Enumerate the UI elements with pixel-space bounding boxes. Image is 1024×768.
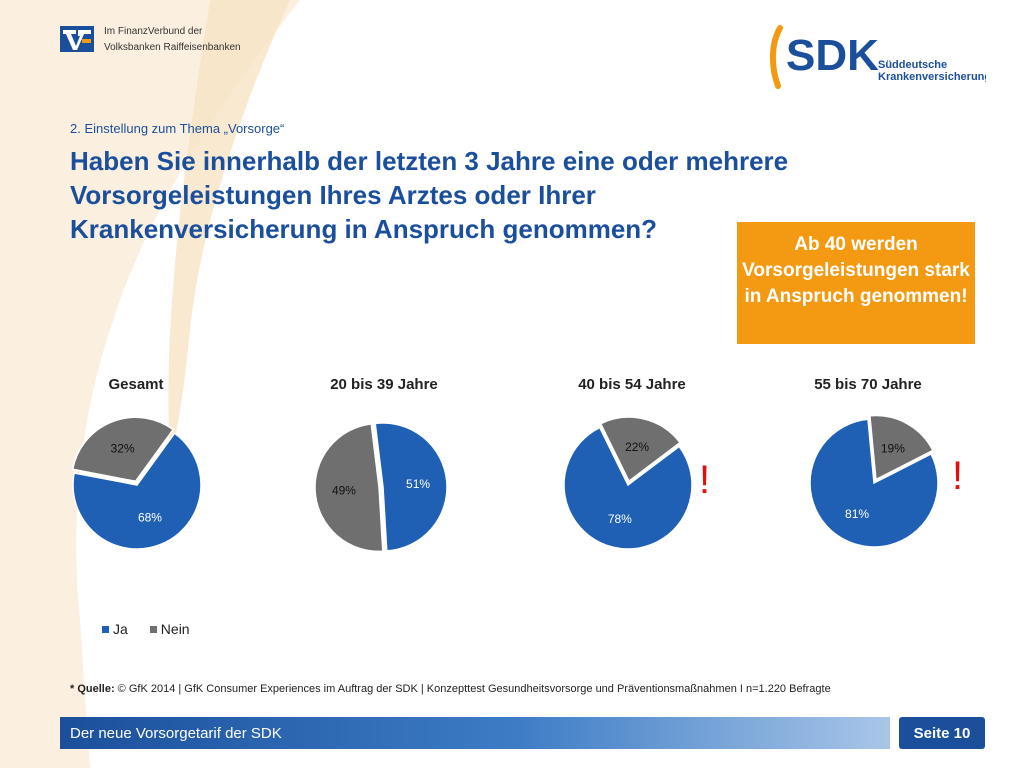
highlight-mark-40-54: ! bbox=[699, 458, 711, 502]
vb-tagline-line1: Im FinanzVerbund der bbox=[104, 26, 203, 37]
pie-slice-1-ja bbox=[374, 422, 448, 552]
pie-label-2-ja: 78% bbox=[608, 512, 632, 526]
pie-label-1-ja: 51% bbox=[406, 477, 430, 491]
footer-bar: Der neue Vorsorgetarif der SDK bbox=[60, 717, 890, 749]
callout-box: Ab 40 werden Vorsorgeleistungen stark in… bbox=[737, 222, 975, 344]
pie-slice-0-ja bbox=[72, 432, 202, 550]
chart-title-40-54: 40 bis 54 Jahre bbox=[578, 376, 686, 393]
pie-slice-0-nein bbox=[71, 416, 175, 483]
footnote-prefix: * Quelle: bbox=[70, 683, 115, 695]
volksbanken-logo-icon bbox=[60, 26, 94, 52]
pie-label-0-nein: 32% bbox=[111, 442, 135, 456]
legend-item-nein: Nein bbox=[149, 621, 190, 637]
sdk-name-line2: Krankenversicherung bbox=[878, 71, 986, 83]
legend-swatch-nein bbox=[149, 625, 157, 633]
chart-title-55-70: 55 bis 70 Jahre bbox=[814, 376, 922, 393]
chart-title-gesamt: Gesamt bbox=[108, 376, 164, 393]
chart-legend: Ja Nein bbox=[102, 621, 212, 637]
page-title: Haben Sie innerhalb der letzten 3 Jahre … bbox=[70, 146, 789, 244]
footer-title: Der neue Vorsorgetarif der SDK bbox=[70, 725, 282, 742]
pie-label-0-ja: 68% bbox=[138, 511, 162, 525]
vb-tagline-line2: Volksbanken Raiffeisenbanken bbox=[104, 42, 241, 53]
sdk-logo-icon: SDK Süddeutsche Krankenversicherung bbox=[770, 25, 986, 89]
footnote-text: © GfK 2014 | GfK Consumer Experiences im… bbox=[114, 683, 831, 695]
section-label: 2. Einstellung zum Thema „Vorsorge“ bbox=[70, 121, 285, 136]
highlight-mark-55-70: ! bbox=[952, 454, 964, 498]
legend-label-nein: Nein bbox=[160, 621, 190, 637]
pie-slice-3-ja bbox=[809, 418, 939, 548]
chart-title-20-39: 20 bis 39 Jahre bbox=[330, 376, 438, 393]
legend-item-ja: Ja bbox=[102, 621, 128, 637]
pie-label-3-ja: 81% bbox=[845, 507, 869, 521]
legend-swatch-ja bbox=[102, 625, 109, 633]
pie-slice-3-nein bbox=[869, 414, 934, 481]
sdk-logo-text: SDK bbox=[786, 31, 879, 80]
sdk-name-line1: Süddeutsche bbox=[878, 59, 947, 71]
source-footnote: * Quelle: © GfK 2014 | GfK Consumer Expe… bbox=[70, 683, 831, 695]
page-number: Seite 10 bbox=[899, 717, 985, 749]
legend-label-ja: Ja bbox=[113, 621, 128, 637]
pie-slice-2-nein bbox=[599, 416, 682, 483]
pie-label-3-nein: 19% bbox=[881, 442, 905, 456]
pie-slice-1-nein bbox=[314, 423, 384, 553]
pie-label-2-nein: 22% bbox=[625, 440, 649, 454]
vb-tagline: Im FinanzVerbund der Volksbanken Raiffei… bbox=[104, 24, 241, 56]
pie-label-1-nein: 49% bbox=[332, 484, 356, 498]
pie-slice-2-ja bbox=[563, 426, 693, 550]
